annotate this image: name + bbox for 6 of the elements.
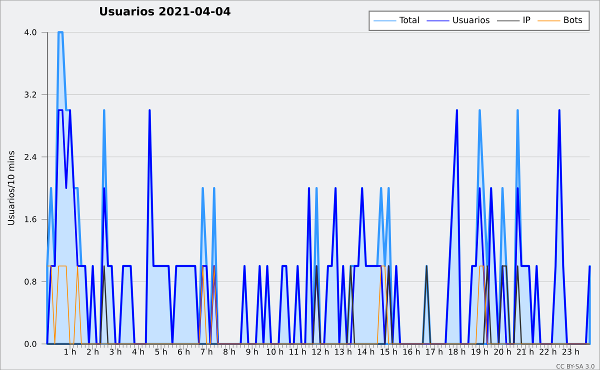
- legend-label: IP: [524, 16, 530, 23]
- legend-label: Bots: [564, 16, 582, 24]
- chart-title: Usuarios 2021-04-04: [100, 6, 230, 16]
- legend-label: Usuarios: [453, 16, 490, 24]
- y-axis-title: Usuarios/10 mins: [8, 150, 15, 225]
- legend-label: Total: [399, 16, 419, 24]
